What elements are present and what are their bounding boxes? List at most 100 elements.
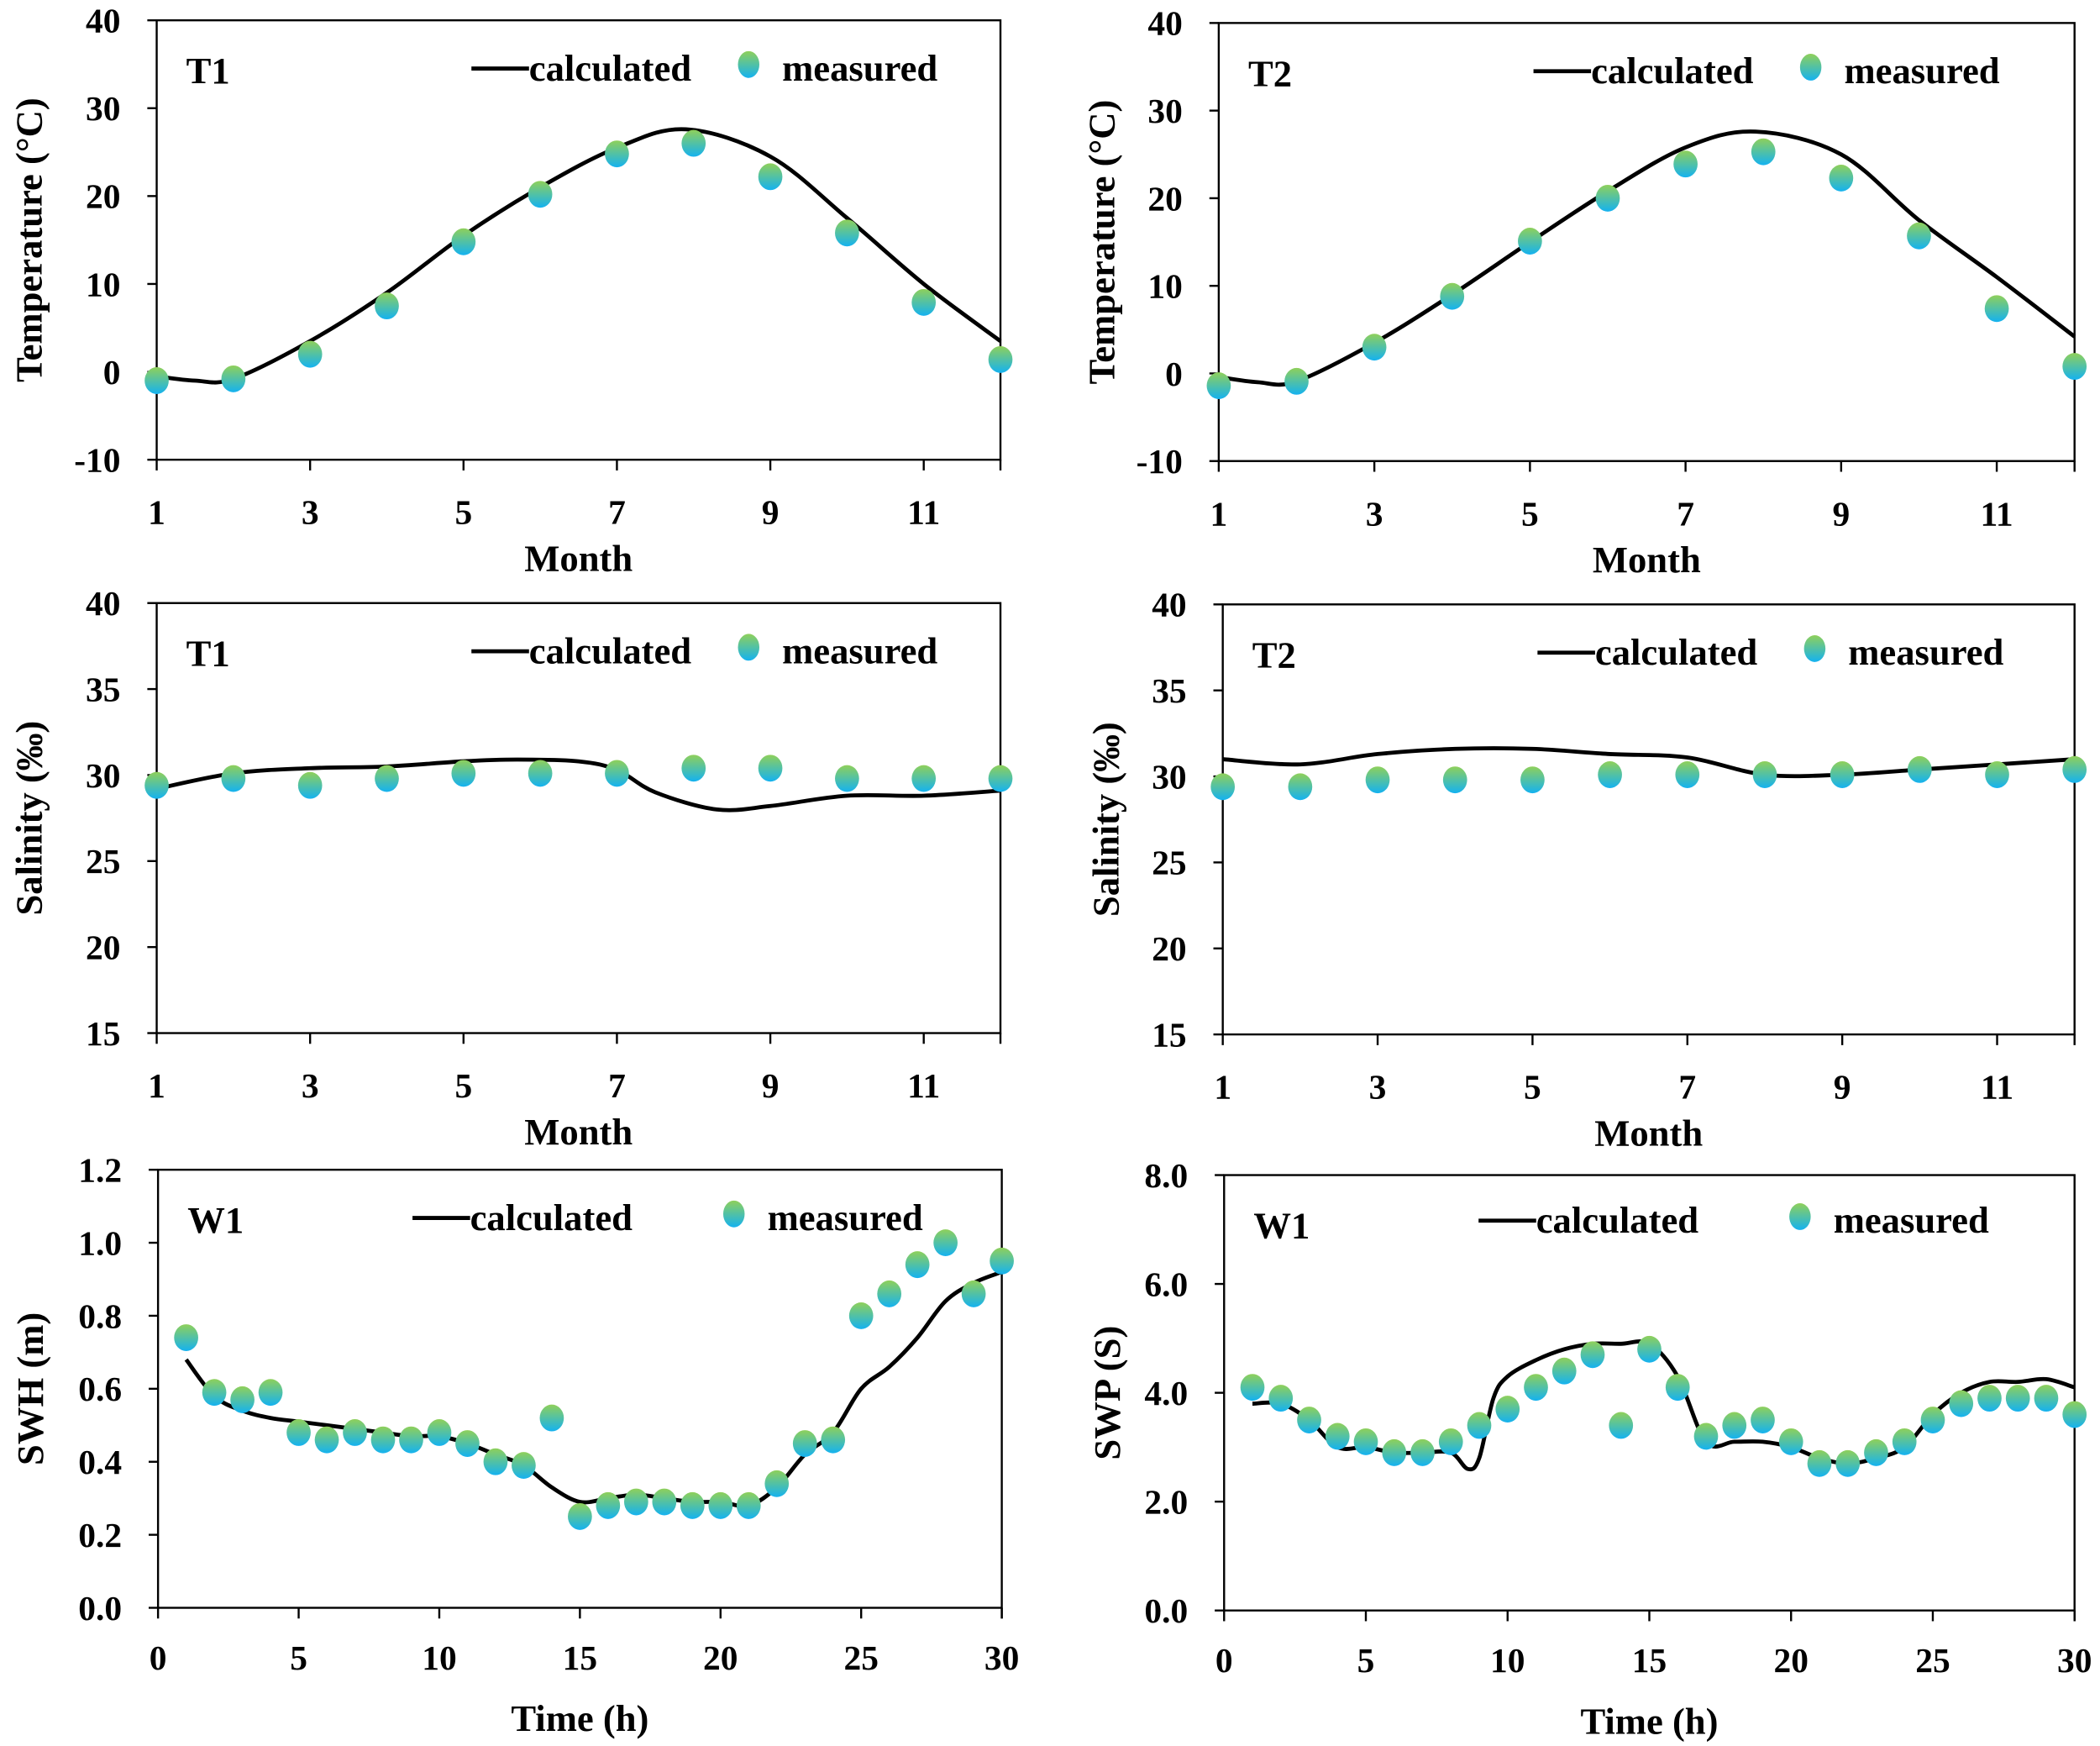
legend-marker-swatch: [738, 634, 760, 661]
legend-marker-swatch: [1789, 1203, 1811, 1230]
x-tick-label: 30: [2057, 1641, 2092, 1680]
measured-point: [605, 760, 629, 787]
measured-point: [1907, 755, 1932, 783]
legend-label-measured: measured: [768, 1196, 923, 1239]
x-tick-label: 11: [907, 1066, 940, 1105]
y-axis-label: SWP (S): [1086, 1326, 1128, 1460]
measured-point: [455, 1430, 480, 1457]
measured-point: [961, 1280, 986, 1307]
x-tick-label: 9: [1832, 494, 1850, 533]
calculated-series-line: [184, 1270, 1003, 1508]
x-tick-label: 10: [1490, 1641, 1525, 1680]
legend-label-calculated: calculated: [529, 47, 692, 89]
legend-marker-swatch: [738, 50, 760, 78]
measured-point: [1268, 1385, 1294, 1412]
x-tick-label: 25: [843, 1638, 878, 1677]
legend-label-calculated: calculated: [529, 629, 692, 671]
x-tick-label: 30: [984, 1638, 1019, 1677]
y-tick-label: 30: [86, 89, 120, 128]
measured-point: [1442, 766, 1467, 794]
x-tick-label: 11: [907, 493, 940, 532]
measured-point: [451, 760, 476, 787]
x-tick-label: 9: [1834, 1068, 1851, 1107]
measured-point: [375, 765, 399, 792]
measured-point: [1210, 773, 1236, 801]
measured-point: [877, 1280, 902, 1307]
calculated-series-line: [156, 757, 1001, 813]
measured-point: [2005, 1385, 2030, 1412]
measured-point: [1518, 228, 1542, 255]
measured-point: [681, 129, 706, 157]
measured-point: [399, 1426, 423, 1454]
x-tick-label: 7: [1677, 494, 1694, 533]
panel-title: T2: [1252, 634, 1296, 676]
x-tick-label: 20: [703, 1638, 738, 1677]
x-tick-label: 5: [1524, 1068, 1541, 1107]
measured-point: [1297, 1407, 1321, 1433]
y-tick-label: 0: [1165, 355, 1183, 393]
measured-point: [144, 771, 169, 799]
measured-point: [1892, 1428, 1917, 1455]
x-tick-label: 1: [1210, 494, 1228, 533]
measured-point: [286, 1419, 311, 1446]
measured-point: [230, 1386, 255, 1413]
y-tick-label: 10: [86, 265, 120, 303]
measured-point: [988, 765, 1013, 792]
measured-point: [343, 1419, 367, 1446]
x-axis-label: Month: [1594, 1112, 1703, 1154]
x-tick-label: 1: [148, 1066, 165, 1105]
y-tick-label: 40: [86, 2, 120, 40]
measured-point: [375, 292, 399, 320]
measured-point: [1206, 372, 1231, 399]
measured-point: [1949, 1390, 1974, 1417]
legend-marker-swatch: [722, 1200, 745, 1228]
x-tick-label: 20: [1774, 1641, 1809, 1680]
measured-point: [427, 1419, 452, 1446]
legend-label-measured: measured: [1848, 631, 2003, 673]
measured-point: [911, 288, 937, 316]
plot-frame: [155, 602, 1002, 1034]
legend-label-measured: measured: [782, 629, 937, 671]
measured-point: [1675, 761, 1700, 788]
y-tick-label: 25: [1152, 844, 1186, 882]
y-tick-label: 8.0: [1144, 1156, 1188, 1195]
legend-label-calculated: calculated: [1591, 50, 1754, 92]
y-tick-label: 0: [103, 353, 121, 392]
measured-point: [911, 765, 937, 792]
x-tick-label: 10: [422, 1638, 456, 1677]
legend-label-calculated: calculated: [1536, 1199, 1699, 1241]
measured-point: [835, 765, 859, 792]
x-tick-label: 0: [150, 1638, 167, 1677]
measured-point: [792, 1430, 817, 1457]
measured-point: [1495, 1396, 1520, 1423]
measured-point: [1410, 1438, 1435, 1466]
measured-point: [1977, 1385, 2002, 1412]
measured-point: [1752, 761, 1777, 788]
measured-point: [1365, 766, 1390, 794]
x-axis-label: Time (h): [1580, 1700, 1718, 1742]
y-axis-label: Temperature (°C): [8, 97, 50, 382]
x-tick-label: 1: [148, 493, 165, 532]
measured-point: [297, 340, 323, 368]
y-tick-label: 0.2: [78, 1516, 122, 1554]
y-tick-label: 20: [1147, 179, 1182, 218]
x-tick-label: 3: [1366, 494, 1383, 533]
x-axis-label: Month: [524, 1111, 633, 1153]
y-tick-label: 0.0: [1144, 1591, 1188, 1630]
x-tick-label: 7: [608, 1066, 626, 1105]
y-tick-label: 40: [1152, 586, 1186, 624]
measured-point: [1830, 761, 1855, 788]
x-axis-label: Time (h): [511, 1697, 648, 1739]
measured-point: [202, 1379, 227, 1407]
y-axis-label: SWH (m): [9, 1312, 51, 1465]
y-tick-label: 40: [86, 584, 120, 623]
y-tick-label: 6.0: [1144, 1265, 1188, 1303]
y-tick-label: -10: [74, 440, 120, 479]
y-tick-label: 20: [86, 928, 120, 967]
measured-point: [1325, 1423, 1350, 1450]
plot-frame: [1221, 603, 2076, 1036]
measured-point: [1353, 1428, 1378, 1455]
measured-point: [1609, 1412, 1634, 1439]
measured-point: [1693, 1423, 1719, 1450]
